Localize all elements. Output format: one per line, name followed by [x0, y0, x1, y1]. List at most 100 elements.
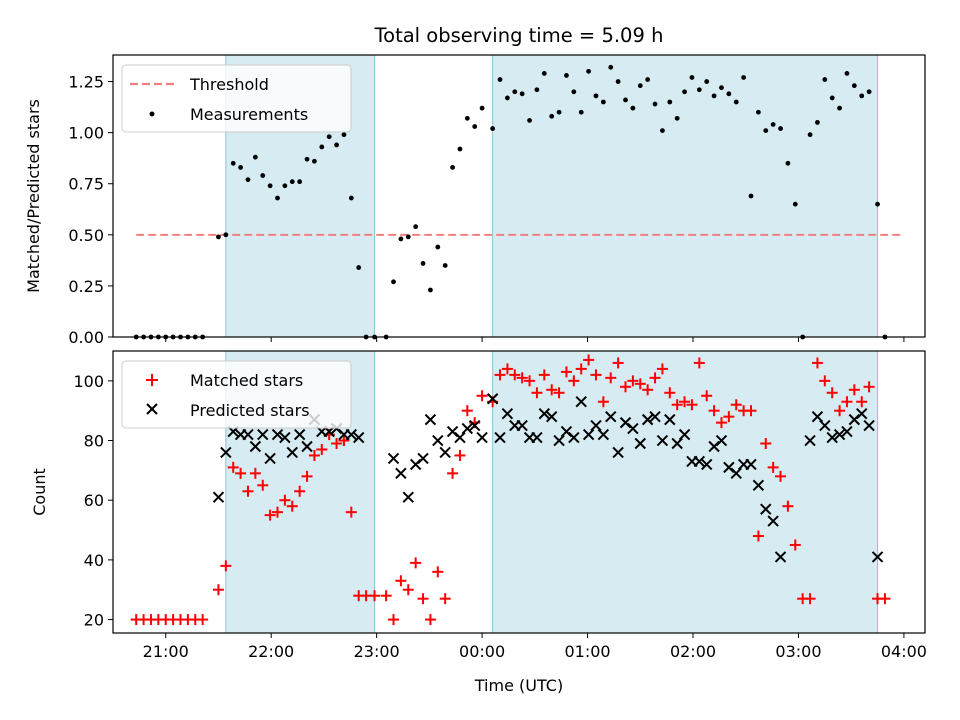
predicted-x-b — [641, 413, 654, 426]
measurement-point — [405, 234, 411, 240]
x-tick-label: 23:00 — [354, 642, 400, 661]
measurement-point — [348, 195, 354, 201]
matched-star-point — [338, 435, 350, 447]
measurement-point — [450, 164, 455, 170]
matched-star-point — [212, 584, 224, 596]
measurement-point — [435, 244, 441, 250]
measurement-point — [667, 99, 673, 105]
matched-star-point — [331, 438, 343, 450]
predicted-x-b — [494, 431, 506, 444]
matched-star-point — [804, 593, 816, 605]
predicted-star-point — [774, 551, 787, 563]
measurement-point — [230, 160, 236, 166]
bottom-y-tick-label: 80 — [84, 432, 104, 451]
predicted-x-b — [446, 425, 459, 438]
measurement-point — [252, 154, 258, 160]
predicted-star-point — [745, 458, 757, 471]
measurement-point — [391, 279, 396, 285]
predicted-star-point — [701, 458, 713, 471]
matched-star-point — [730, 399, 742, 411]
matched-star-point — [439, 593, 451, 605]
top-legend-box — [121, 64, 352, 133]
predicted-x-b — [560, 425, 573, 438]
x-tick-label: 21:00 — [143, 642, 189, 661]
measurement-point — [689, 75, 695, 80]
matched-star-point — [220, 560, 232, 572]
predicted-star-point — [212, 491, 225, 503]
predicted-x-b — [424, 413, 437, 426]
measurement-point — [741, 75, 747, 80]
predicted-x-b — [664, 413, 676, 426]
measurement-point — [719, 85, 724, 91]
predicted-x-b — [715, 434, 728, 447]
bottom-y-tick-label: 60 — [84, 491, 104, 510]
predicted-x-b — [212, 491, 225, 503]
matched-star-point — [745, 405, 757, 417]
matched-star-point — [560, 366, 572, 378]
predicted-x-b — [619, 416, 632, 429]
measurement-point — [457, 146, 463, 152]
predicted-x-b — [432, 434, 444, 447]
bottom-legend-box — [121, 360, 352, 429]
top-y-axis-label: Matched/Predicted stars — [24, 99, 43, 293]
matched-star-point — [841, 396, 853, 408]
predicted-x-b — [257, 428, 269, 441]
predicted-x-b — [605, 410, 617, 423]
predicted-star-point — [286, 446, 298, 459]
measurement-point — [464, 115, 470, 121]
predicted-x-b — [417, 452, 429, 465]
predicted-x-b — [627, 422, 639, 435]
predicted-star-point — [575, 396, 587, 408]
matched-star-point — [590, 369, 602, 381]
matched-star-point — [402, 584, 414, 596]
predicted-x-b — [582, 428, 595, 441]
matched-star-point — [597, 396, 609, 408]
measurement-point — [859, 93, 865, 99]
measurement-point — [512, 89, 518, 95]
matched-star-point — [272, 506, 284, 518]
measurement-point — [704, 79, 710, 84]
predicted-star-point — [811, 410, 824, 423]
measurement-point — [479, 105, 485, 111]
measurement-point — [815, 120, 820, 125]
measurement-point — [304, 156, 310, 162]
predicted-x-b — [553, 434, 565, 447]
matched-star-point — [235, 467, 247, 479]
predicted-star-point — [402, 491, 414, 503]
measurement-point — [682, 89, 687, 95]
measurement-point — [334, 142, 339, 148]
measurement-point — [216, 234, 221, 240]
predicted-star-point — [538, 407, 551, 420]
predicted-x-b — [841, 425, 853, 438]
measurement-point — [623, 97, 628, 103]
matched-star-point — [454, 449, 466, 461]
measurement-point — [420, 261, 426, 266]
predicted-x-b — [486, 393, 499, 405]
predicted-x-b — [760, 503, 772, 515]
predicted-x-b — [293, 428, 306, 441]
matched-star-point — [538, 369, 550, 381]
measurement-point — [442, 263, 448, 268]
measurement-point — [763, 128, 769, 134]
top-y-tick-label: 0.00 — [68, 328, 104, 347]
predicted-x-b — [545, 410, 558, 423]
measurement-point — [593, 93, 599, 99]
predicted-x-b — [301, 440, 313, 453]
matched-star-point — [369, 590, 381, 602]
measurement-point — [645, 77, 651, 82]
predicted-star-point — [476, 431, 488, 444]
measurement-point — [578, 109, 584, 115]
predicted-star-point — [568, 431, 580, 444]
top-y-tick-label: 0.75 — [68, 175, 104, 194]
predicted-x-b — [439, 446, 451, 459]
measurement-point — [297, 179, 303, 185]
predicted-x-b — [454, 431, 466, 444]
predicted-x-b — [693, 455, 706, 468]
predicted-star-point — [293, 428, 306, 441]
predicted-star-point — [671, 437, 683, 450]
measurement-point — [571, 89, 577, 95]
measurement-point — [875, 201, 880, 207]
predicted-star-point — [826, 431, 838, 444]
predicted-star-point — [264, 452, 276, 465]
predicted-x-b — [774, 551, 787, 563]
